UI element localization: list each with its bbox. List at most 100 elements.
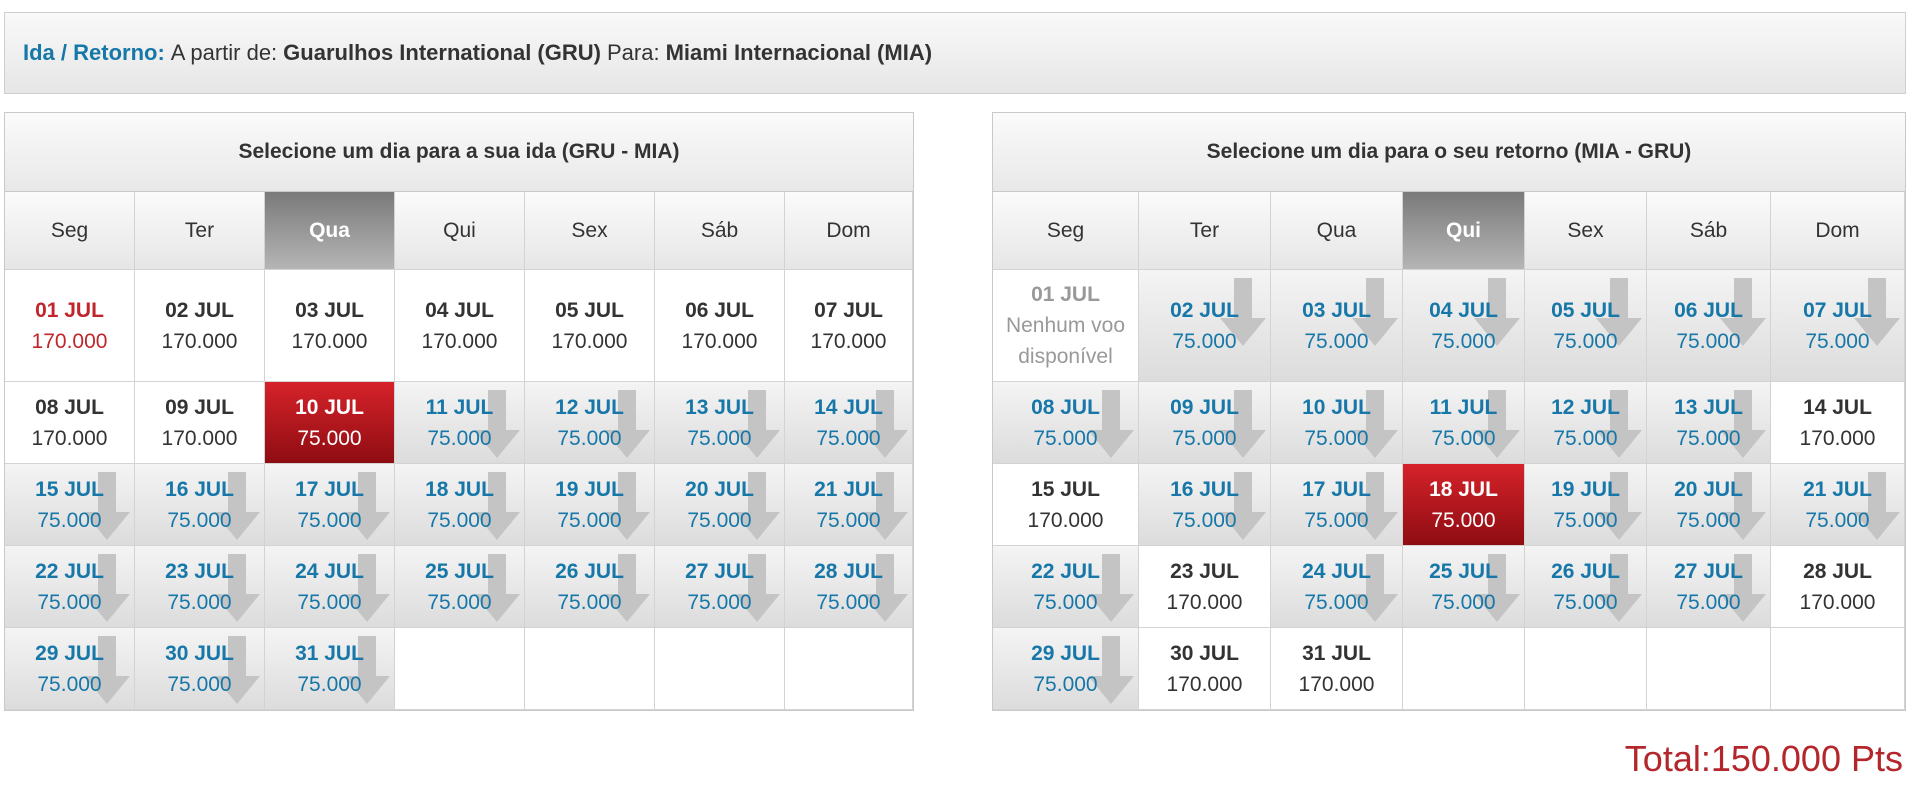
down-arrow-icon [1220,390,1266,458]
down-arrow-icon [1088,554,1134,622]
outbound-empty-cell [395,628,525,710]
outbound-day-cell[interactable]: 07 JUL 170.000 [785,270,913,382]
outbound-day-cell[interactable]: 06 JUL 170.000 [655,270,785,382]
return-day-cell[interactable]: 22 JUL 75.000 [993,546,1139,628]
outbound-day-cell[interactable]: 22 JUL 75.000 [5,546,135,628]
outbound-day-cell[interactable]: 12 JUL 75.000 [525,382,655,464]
day-price: 75.000 [297,672,362,696]
day-price: 170.000 [1799,590,1876,614]
day-price: 75.000 [687,508,752,532]
outbound-day-cell[interactable]: 30 JUL 75.000 [135,628,265,710]
return-day-cell[interactable]: 12 JUL 75.000 [1525,382,1647,464]
day-date: 07 JUL [814,298,883,322]
return-weekday-2: Qua [1271,192,1403,270]
day-date: 17 JUL [1302,477,1371,501]
return-day-cell[interactable]: 24 JUL 75.000 [1271,546,1403,628]
day-price: 75.000 [557,426,622,450]
outbound-day-cell[interactable]: 20 JUL 75.000 [655,464,785,546]
day-date: 25 JUL [425,559,494,583]
outbound-day-cell[interactable]: 10 JUL 75.000 [265,382,395,464]
outbound-day-cell[interactable]: 25 JUL 75.000 [395,546,525,628]
down-arrow-icon [84,554,130,622]
day-price: 75.000 [1304,329,1369,353]
outbound-day-cell[interactable]: 31 JUL 75.000 [265,628,395,710]
down-arrow-icon [344,636,390,704]
outbound-day-cell[interactable]: 08 JUL 170.000 [5,382,135,464]
day-price: 75.000 [167,672,232,696]
return-day-cell[interactable]: 10 JUL 75.000 [1271,382,1403,464]
return-day-cell[interactable]: 23 JUL 170.000 [1139,546,1271,628]
return-day-cell[interactable]: 18 JUL 75.000 [1403,464,1525,546]
return-day-cell[interactable]: 14 JUL 170.000 [1771,382,1905,464]
return-day-cell[interactable]: 21 JUL 75.000 [1771,464,1905,546]
outbound-day-cell[interactable]: 27 JUL 75.000 [655,546,785,628]
return-day-cell[interactable]: 16 JUL 75.000 [1139,464,1271,546]
day-date: 24 JUL [295,559,364,583]
day-price: 75.000 [1431,590,1496,614]
down-arrow-icon [1352,278,1398,346]
return-day-cell[interactable]: 07 JUL 75.000 [1771,270,1905,382]
outbound-day-cell[interactable]: 21 JUL 75.000 [785,464,913,546]
return-day-cell[interactable]: 11 JUL 75.000 [1403,382,1525,464]
outbound-day-cell[interactable]: 14 JUL 75.000 [785,382,913,464]
day-price: 75.000 [816,508,881,532]
outbound-day-cell[interactable]: 13 JUL 75.000 [655,382,785,464]
down-arrow-icon [604,472,650,540]
outbound-day-cell[interactable]: 16 JUL 75.000 [135,464,265,546]
return-day-cell[interactable]: 09 JUL 75.000 [1139,382,1271,464]
return-day-cell[interactable]: 28 JUL 170.000 [1771,546,1905,628]
day-date: 19 JUL [1551,477,1620,501]
return-empty-cell [1525,628,1647,710]
return-day-cell[interactable]: 27 JUL 75.000 [1647,546,1771,628]
return-day-cell[interactable]: 05 JUL 75.000 [1525,270,1647,382]
day-date: 06 JUL [1674,298,1743,322]
outbound-day-cell[interactable]: 01 JUL 170.000 [5,270,135,382]
return-calendar-title: Selecione um dia para o seu retorno (MIA… [993,113,1905,192]
day-price: 75.000 [1805,329,1870,353]
outbound-day-cell[interactable]: 26 JUL 75.000 [525,546,655,628]
outbound-day-cell[interactable]: 15 JUL 75.000 [5,464,135,546]
return-day-cell[interactable]: 06 JUL 75.000 [1647,270,1771,382]
outbound-day-cell[interactable]: 19 JUL 75.000 [525,464,655,546]
outbound-empty-cell [655,628,785,710]
return-day-cell[interactable]: 20 JUL 75.000 [1647,464,1771,546]
return-day-cell[interactable]: 13 JUL 75.000 [1647,382,1771,464]
outbound-day-cell[interactable]: 23 JUL 75.000 [135,546,265,628]
outbound-day-cell[interactable]: 05 JUL 170.000 [525,270,655,382]
outbound-day-cell[interactable]: 24 JUL 75.000 [265,546,395,628]
outbound-calendar-title: Selecione um dia para a sua ida (GRU - M… [5,113,913,192]
return-day-cell[interactable]: 04 JUL 75.000 [1403,270,1525,382]
return-day-cell[interactable]: 31 JUL 170.000 [1271,628,1403,710]
outbound-day-cell[interactable]: 28 JUL 75.000 [785,546,913,628]
outbound-day-cell[interactable]: 03 JUL 170.000 [265,270,395,382]
down-arrow-icon [474,472,520,540]
return-day-cell[interactable]: 17 JUL 75.000 [1271,464,1403,546]
outbound-day-cell[interactable]: 04 JUL 170.000 [395,270,525,382]
day-price: 75.000 [297,508,362,532]
return-day-cell[interactable]: 29 JUL 75.000 [993,628,1139,710]
day-date: 28 JUL [1803,559,1872,583]
return-day-cell[interactable]: 03 JUL 75.000 [1271,270,1403,382]
down-arrow-icon [1220,278,1266,346]
down-arrow-icon [862,554,908,622]
outbound-day-cell[interactable]: 29 JUL 75.000 [5,628,135,710]
day-price: 75.000 [1676,508,1741,532]
return-day-cell[interactable]: 02 JUL 75.000 [1139,270,1271,382]
day-price: 75.000 [1553,329,1618,353]
return-day-cell[interactable]: 26 JUL 75.000 [1525,546,1647,628]
return-day-cell[interactable]: 19 JUL 75.000 [1525,464,1647,546]
return-day-cell[interactable]: 25 JUL 75.000 [1403,546,1525,628]
outbound-day-cell[interactable]: 09 JUL 170.000 [135,382,265,464]
outbound-day-cell[interactable]: 11 JUL 75.000 [395,382,525,464]
return-day-cell[interactable]: 30 JUL 170.000 [1139,628,1271,710]
outbound-day-cell[interactable]: 17 JUL 75.000 [265,464,395,546]
day-date: 29 JUL [35,641,104,665]
outbound-day-cell[interactable]: 02 JUL 170.000 [135,270,265,382]
outbound-day-cell[interactable]: 18 JUL 75.000 [395,464,525,546]
day-price: 75.000 [1676,329,1741,353]
return-weekday-3: Qui [1403,192,1525,270]
return-day-cell[interactable]: 15 JUL 170.000 [993,464,1139,546]
day-price: 75.000 [816,426,881,450]
return-day-cell[interactable]: 08 JUL 75.000 [993,382,1139,464]
day-price: 75.000 [427,426,492,450]
